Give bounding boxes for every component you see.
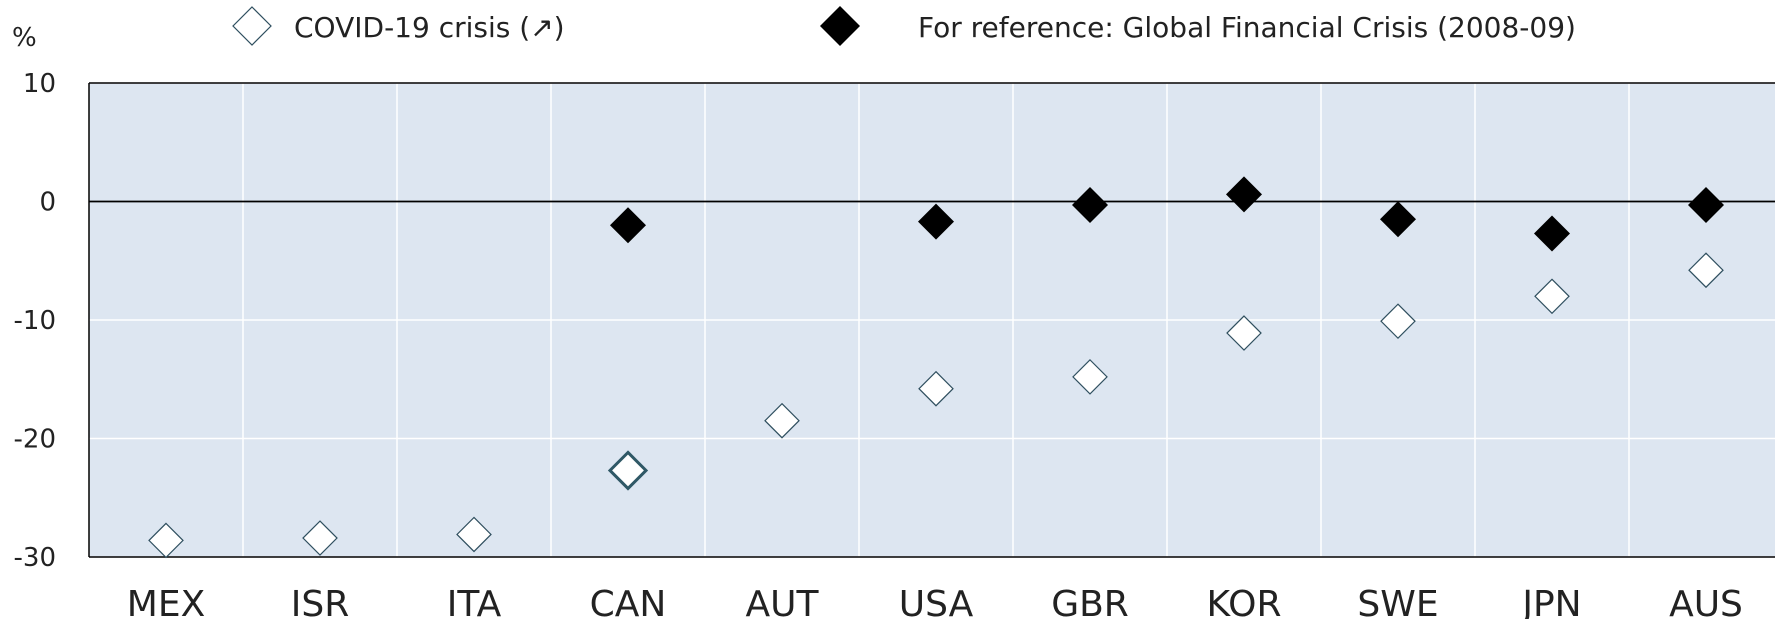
gfc-point: [918, 203, 954, 240]
x-tick-label: AUT: [746, 584, 820, 619]
x-tick-label: CAN: [590, 584, 667, 619]
covid-point-highlight: [607, 450, 649, 491]
covid-point: [1688, 252, 1724, 289]
x-tick-label: SWE: [1357, 584, 1438, 619]
legend-gfc-label: For reference: Global Financial Crisis (…: [918, 11, 1576, 44]
x-tick-label: MEX: [127, 584, 205, 619]
x-tick-label: KOR: [1207, 584, 1282, 619]
x-tick-label: ISR: [291, 584, 349, 619]
legend-gfc-marker: [820, 6, 860, 46]
y-tick-label: 10: [23, 69, 56, 99]
y-tick-label: -10: [14, 306, 56, 336]
y-tick-label: -30: [14, 543, 56, 573]
covid-point: [302, 520, 338, 556]
gfc-point: [1688, 187, 1724, 224]
covid-point: [918, 370, 954, 407]
x-tick-label: GBR: [1051, 584, 1129, 619]
covid-point: [764, 402, 800, 439]
x-tick-label: AUS: [1669, 584, 1743, 619]
gfc-point: [1534, 215, 1570, 252]
gfc-point: [610, 207, 646, 244]
gfc-point: [1226, 176, 1262, 213]
gfc-point: [1380, 201, 1416, 238]
x-tick-label: USA: [899, 584, 974, 619]
covid-point: [1380, 303, 1416, 340]
gfc-point: [1072, 187, 1108, 224]
legend-covid-label: COVID-19 crisis (↗): [294, 11, 565, 44]
covid-point: [1072, 359, 1108, 395]
y-tick-label: -20: [14, 425, 56, 455]
y-unit-label: %: [12, 23, 37, 53]
x-tick-label: ITA: [447, 584, 502, 619]
legend-covid-marker: [232, 6, 272, 46]
covid-point: [456, 516, 492, 553]
covid-point: [1226, 315, 1262, 351]
covid-point: [1534, 278, 1570, 315]
covid-point: [148, 522, 184, 559]
y-tick-label: 0: [39, 188, 56, 218]
x-tick-label: JPN: [1520, 584, 1581, 619]
